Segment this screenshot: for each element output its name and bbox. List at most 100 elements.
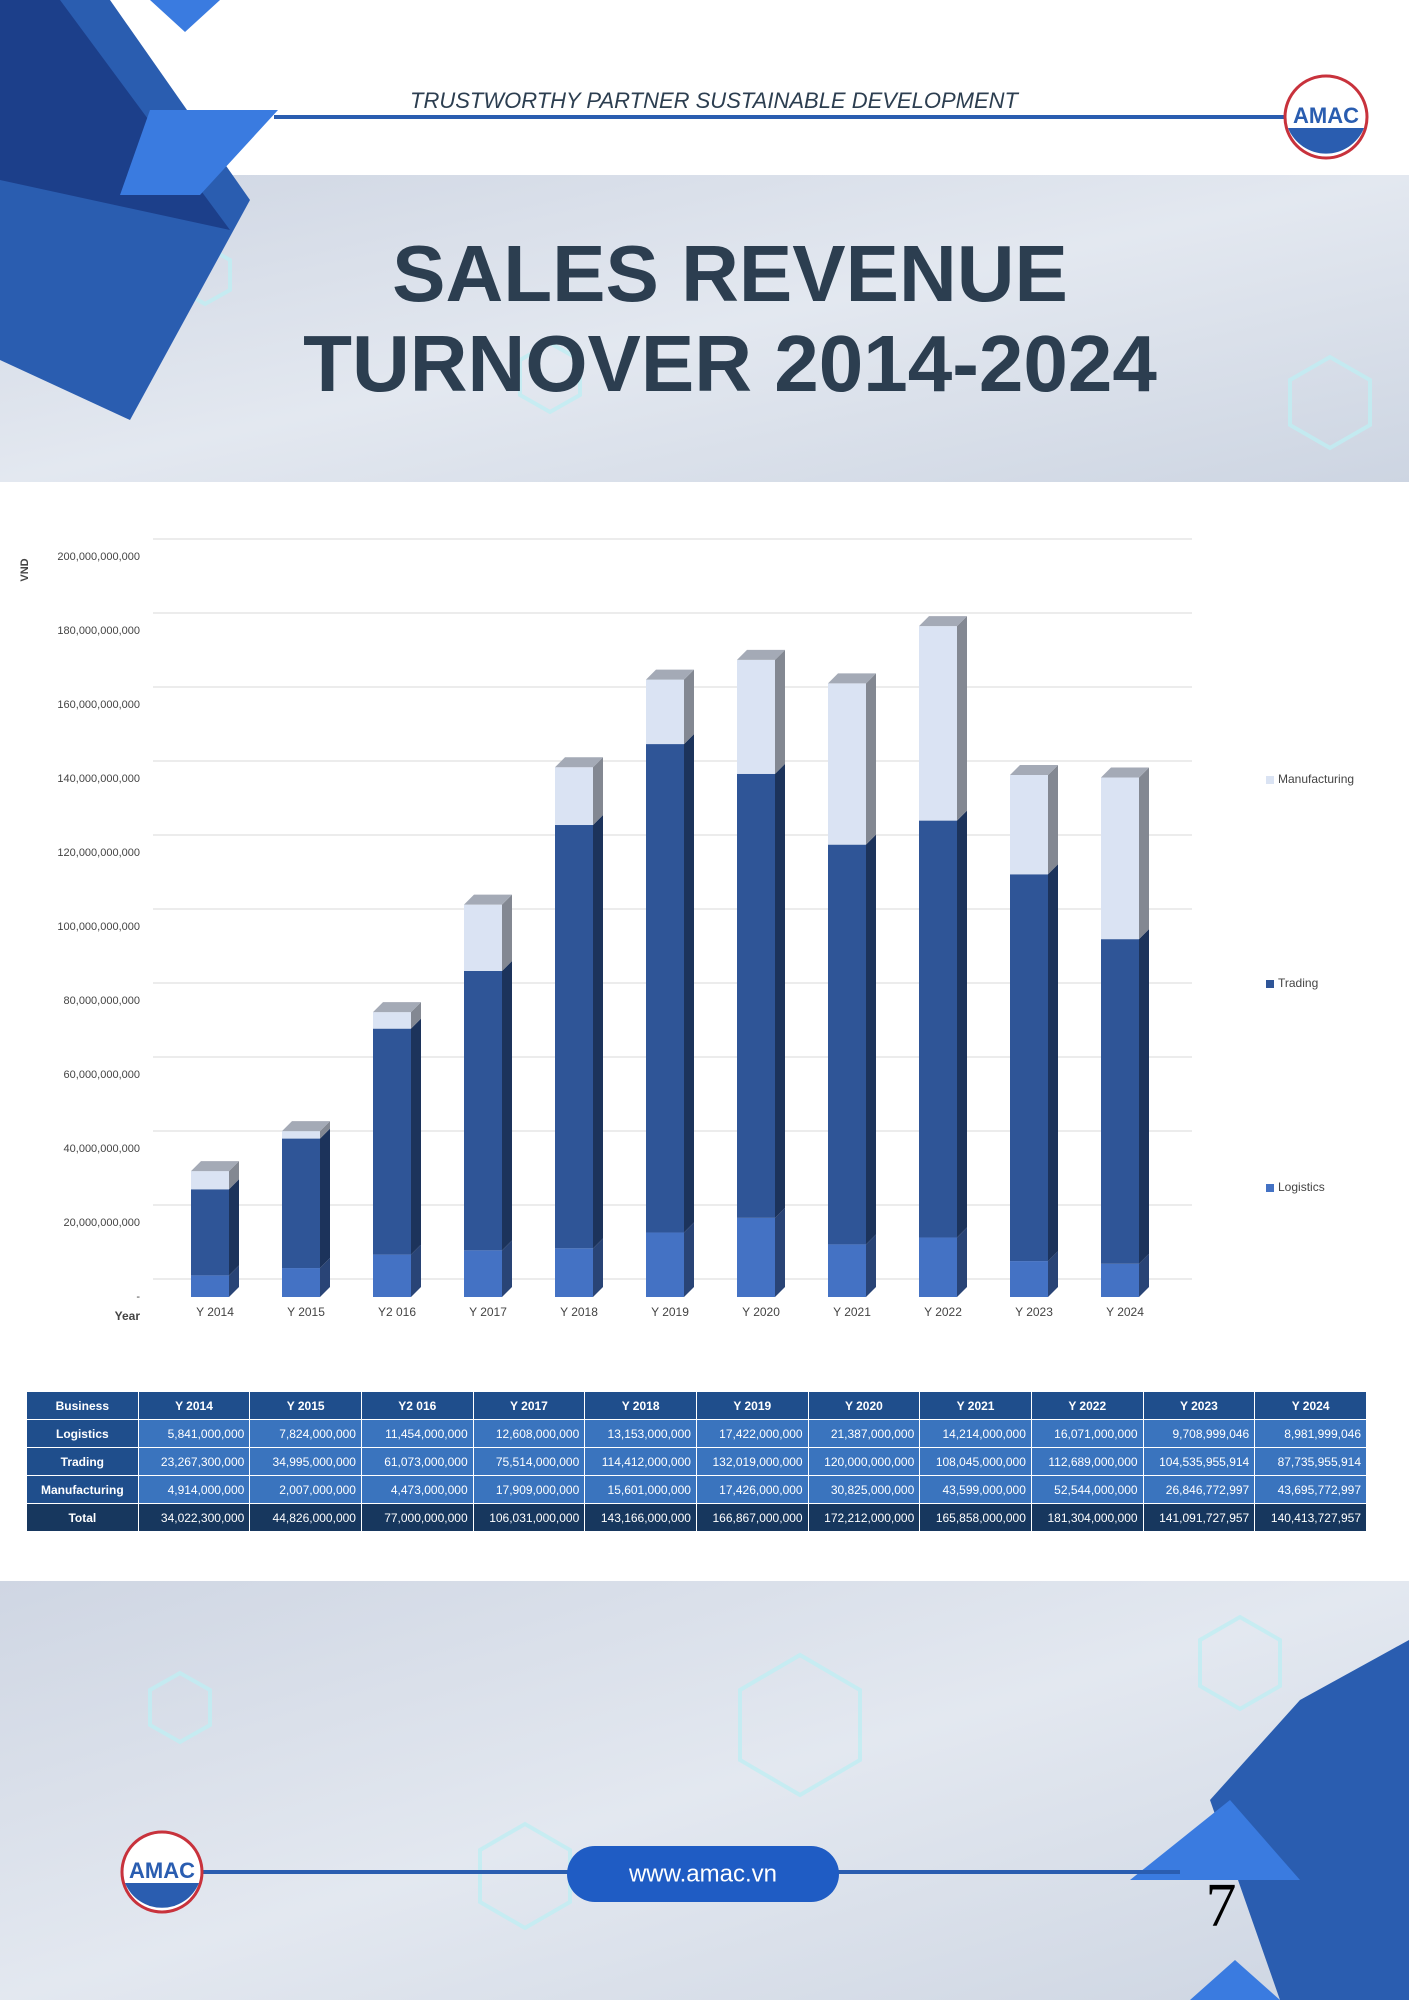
row-label: Logistics xyxy=(26,1419,139,1448)
bar xyxy=(373,1254,411,1297)
bar-side xyxy=(411,1244,421,1297)
y-tick-label: 40,000,000,000 xyxy=(64,1143,140,1155)
bar-side xyxy=(1048,864,1058,1262)
y-tick-label: 180,000,000,000 xyxy=(57,625,140,637)
header-cell: Y 2020 xyxy=(807,1391,921,1420)
bar-side xyxy=(775,763,785,1218)
x-tick-label: Y 2024 xyxy=(1106,1305,1144,1319)
logo-text: AMAC xyxy=(129,1858,195,1883)
cell: 4,914,000,000 xyxy=(137,1475,251,1504)
cell: 34,995,000,000 xyxy=(249,1447,362,1476)
bar xyxy=(828,683,866,845)
bar xyxy=(464,904,502,971)
bar-side xyxy=(1139,767,1149,940)
bar-side xyxy=(320,1128,330,1269)
bar xyxy=(555,825,593,1249)
cell: 75,514,000,000 xyxy=(472,1447,586,1476)
bar xyxy=(191,1275,229,1297)
bar-side xyxy=(229,1265,239,1297)
bar xyxy=(1010,774,1048,875)
cell: 17,909,000,000 xyxy=(472,1475,586,1504)
bar xyxy=(191,1189,229,1276)
x-tick-label: Y 2017 xyxy=(469,1305,507,1319)
bar xyxy=(464,970,502,1251)
bar-side xyxy=(411,1002,421,1029)
bar-side xyxy=(775,649,785,774)
x-tick-label: Y 2019 xyxy=(651,1305,689,1319)
header-cell: Y 2014 xyxy=(137,1391,251,1420)
cell: 132,019,000,000 xyxy=(695,1447,809,1476)
bar-side xyxy=(320,1121,330,1139)
cell: 23,267,300,000 xyxy=(137,1447,251,1476)
bar xyxy=(373,1012,411,1029)
bar-side xyxy=(1139,929,1149,1264)
bar-top xyxy=(919,616,967,627)
y-tick-label: 20,000,000,000 xyxy=(64,1217,140,1229)
cell: 87,735,955,914 xyxy=(1254,1447,1367,1476)
cell: 61,073,000,000 xyxy=(360,1447,474,1476)
bar-side xyxy=(957,616,967,821)
decor-corner xyxy=(1130,1800,1300,1880)
tagline: TRUSTWORTHY PARTNER SUSTAINABLE DEVELOPM… xyxy=(410,88,1020,113)
bar-side xyxy=(1139,1253,1149,1297)
cell: 141,091,727,957 xyxy=(1142,1503,1256,1532)
bar xyxy=(1010,1261,1048,1297)
cell: 4,473,000,000 xyxy=(360,1475,474,1504)
table-row: Trading 23,267,300,000 34,995,000,000 61,07… xyxy=(26,1447,1367,1476)
y-tick-label: 200,000,000,000 xyxy=(57,551,140,563)
table-row: Logistics 5,841,000,000 7,824,000,000 11,45… xyxy=(26,1419,1367,1448)
bar-side xyxy=(502,1240,512,1297)
bar-side xyxy=(775,1207,785,1297)
bar xyxy=(646,1232,684,1297)
bar-top xyxy=(1101,767,1149,778)
header-cell: Y 2022 xyxy=(1030,1391,1144,1420)
bar xyxy=(282,1268,320,1297)
bar-side xyxy=(866,834,876,1245)
cell: 7,824,000,000 xyxy=(249,1419,362,1448)
bar xyxy=(282,1138,320,1269)
bar-side xyxy=(684,669,694,745)
bar xyxy=(464,1250,502,1297)
cell: 9,708,999,046 xyxy=(1142,1419,1256,1448)
y-tick-label: 120,000,000,000 xyxy=(57,847,140,859)
decor-corner xyxy=(1210,1640,1409,2000)
bar-top xyxy=(282,1121,330,1132)
website-pill[interactable] xyxy=(567,1846,839,1902)
y-tick-label: - xyxy=(136,1291,140,1303)
data-table: Business Y 2014 Y 2015 Y2 016 Y 2017 Y 2018 Y … xyxy=(26,1391,1367,1532)
cell: 165,858,000,000 xyxy=(919,1503,1032,1532)
cell: 166,867,000,000 xyxy=(695,1503,809,1532)
decor-hexagons xyxy=(148,243,1372,1931)
cell: 43,599,000,000 xyxy=(919,1475,1032,1504)
cell: 106,031,000,000 xyxy=(472,1503,586,1532)
cell: 26,846,772,997 xyxy=(1142,1475,1256,1504)
cell: 2,007,000,000 xyxy=(249,1475,362,1504)
header-cell: Y 2018 xyxy=(584,1391,697,1420)
x-tick-label: Y2 016 xyxy=(378,1305,416,1319)
cell: 140,413,727,957 xyxy=(1254,1503,1367,1532)
bar xyxy=(919,1237,957,1297)
bar-side xyxy=(502,894,512,971)
title: SALES REVENUE xyxy=(392,229,1068,318)
bar xyxy=(646,744,684,1233)
header-cell: Y2 016 xyxy=(360,1391,474,1420)
table-row: Total 34,022,300,000 44,826,000,000 77,000,… xyxy=(26,1503,1367,1532)
bar-side xyxy=(593,815,603,1249)
logo-text: AMAC xyxy=(1293,103,1359,128)
legend-label: Logistics xyxy=(1278,1180,1325,1194)
cell: 5,841,000,000 xyxy=(137,1419,251,1448)
x-tick-label: Y 2018 xyxy=(560,1305,598,1319)
bar-side xyxy=(593,1238,603,1297)
chart: VND Year - 20,000,000,000 40,000,000,000 60… xyxy=(19,538,1354,1323)
bar-top xyxy=(464,894,512,905)
bar-top xyxy=(1010,764,1058,775)
website[interactable]: www.amac.vn xyxy=(628,1860,777,1887)
bar xyxy=(373,1028,411,1255)
cell: 17,422,000,000 xyxy=(695,1419,809,1448)
header-cell: Y 2023 xyxy=(1142,1391,1256,1420)
page-number: 7 xyxy=(1206,1872,1237,1940)
bar xyxy=(1101,777,1139,940)
bar xyxy=(737,659,775,774)
